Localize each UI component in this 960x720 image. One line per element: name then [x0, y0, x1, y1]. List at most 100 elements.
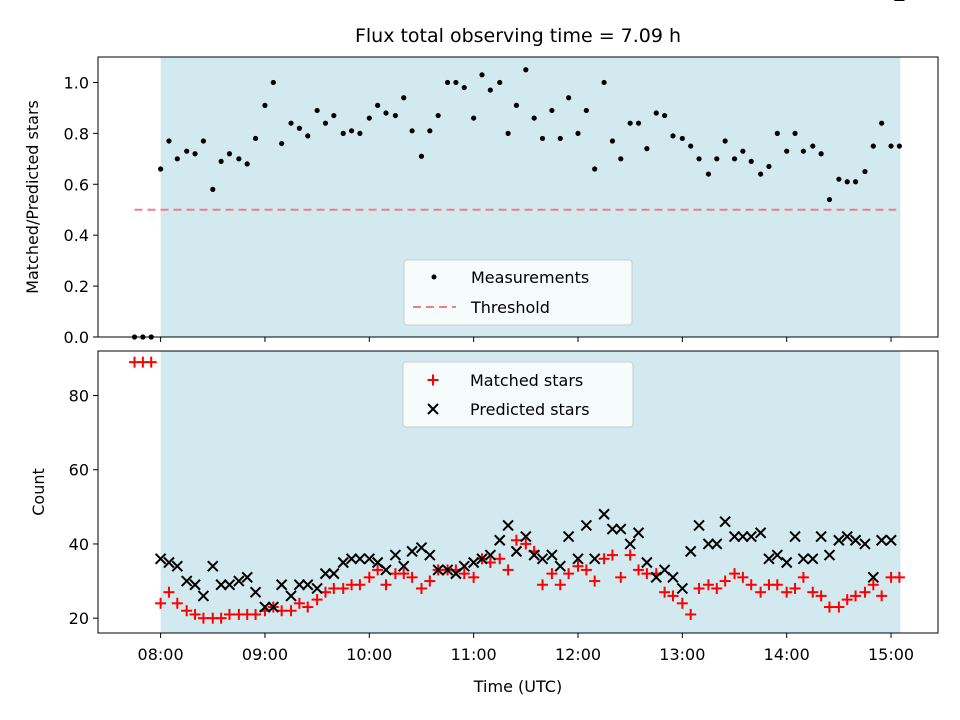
- measurement-point: [801, 149, 806, 154]
- measurement-point: [662, 113, 667, 118]
- x-tick-label: 08:00: [138, 645, 184, 664]
- measurement-point: [375, 103, 380, 108]
- measurement-point: [227, 151, 232, 156]
- measurement-point: [262, 103, 267, 108]
- ratio-y-tick-label: 0.6: [64, 175, 89, 194]
- measurement-point: [827, 197, 832, 202]
- ratio-y-tick-label: 0.0: [64, 328, 89, 347]
- measurement-point: [714, 156, 719, 161]
- ratio-y-tick-label: 0.8: [64, 124, 89, 143]
- measurement-point: [845, 179, 850, 184]
- measurement-point: [419, 154, 424, 159]
- measurement-point: [453, 80, 458, 85]
- measurement-point: [497, 80, 502, 85]
- measurement-point: [236, 156, 241, 161]
- measurement-point: [245, 161, 250, 166]
- counts-legend: Matched stars Predicted stars: [403, 362, 633, 427]
- measurement-point: [584, 108, 589, 113]
- x-tick-label: 12:00: [555, 645, 601, 664]
- measurement-point: [784, 149, 789, 154]
- measurement-point: [862, 169, 867, 174]
- measurement-point: [192, 151, 197, 156]
- x-axis-label: Time (UTC): [473, 677, 562, 696]
- measurement-point: [479, 72, 484, 77]
- measurement-point: [601, 80, 606, 85]
- measurement-point: [688, 143, 693, 148]
- legend-matched-label: Matched stars: [470, 371, 583, 390]
- measurement-point: [201, 138, 206, 143]
- measurement-point: [523, 67, 528, 72]
- measurement-point: [401, 95, 406, 100]
- measurement-point: [732, 156, 737, 161]
- measurement-point: [758, 171, 763, 176]
- ratio-legend: Measurements Threshold: [404, 260, 632, 325]
- measurement-point: [670, 133, 675, 138]
- measurement-point: [279, 141, 284, 146]
- measurement-point: [740, 149, 745, 154]
- measurement-point: [897, 143, 902, 148]
- measurement-point: [879, 121, 884, 126]
- measurement-point: [810, 143, 815, 148]
- ratio-y-tick-label: 1.0: [64, 73, 89, 92]
- counts-y-tick-label: 20: [69, 609, 89, 628]
- measurement-point: [427, 128, 432, 133]
- x-tick-label: 13:00: [659, 645, 705, 664]
- measurement-point: [644, 146, 649, 151]
- measurement-point: [514, 103, 519, 108]
- counts-y-tick-label: 80: [69, 387, 89, 406]
- measurement-point: [315, 108, 320, 113]
- measurement-point: [305, 133, 310, 138]
- measurement-point: [706, 171, 711, 176]
- legend-threshold-label: Threshold: [470, 298, 550, 317]
- measurement-point: [532, 115, 537, 120]
- measurement-point: [610, 138, 615, 143]
- measurement-point: [775, 131, 780, 136]
- measurement-point: [393, 113, 398, 118]
- measurement-point: [436, 113, 441, 118]
- measurement-point: [723, 138, 728, 143]
- measurement-point: [471, 115, 476, 120]
- measurement-point: [766, 164, 771, 169]
- measurement-point: [445, 80, 450, 85]
- x-tick-label: 11:00: [451, 645, 497, 664]
- x-tick-label: 09:00: [242, 645, 288, 664]
- measurement-point: [323, 121, 328, 126]
- ratio-y-tick-label: 0.2: [64, 277, 89, 296]
- measurement-point: [636, 121, 641, 126]
- measurement-point: [749, 159, 754, 164]
- measurement-point: [271, 80, 276, 85]
- measurement-point: [871, 143, 876, 148]
- counts-y-tick-label: 60: [69, 461, 89, 480]
- legend-measurements-label: Measurements: [471, 268, 589, 287]
- measurement-point: [618, 156, 623, 161]
- measurement-point: [654, 110, 659, 115]
- measurement-point: [367, 115, 372, 120]
- x-tick-label: 10:00: [346, 645, 392, 664]
- measurement-point: [357, 131, 362, 136]
- matched-star-point: [146, 357, 157, 368]
- measurement-point: [175, 156, 180, 161]
- measurement-point: [488, 87, 493, 92]
- measurement-point: [349, 128, 354, 133]
- chart-title: Flux total observing time = 7.09 h: [355, 25, 681, 47]
- ratio-panel: 0.00.20.40.60.81.0 Matched/Predicted sta…: [23, 57, 938, 347]
- measurement-point: [505, 131, 510, 136]
- measurement-point: [558, 136, 563, 141]
- measurement-point: [341, 131, 346, 136]
- measurement-point: [792, 131, 797, 136]
- measurement-point: [575, 131, 580, 136]
- measurement-point: [253, 136, 258, 141]
- measurement-point: [696, 156, 701, 161]
- measurement-point: [549, 108, 554, 113]
- measurement-point: [166, 138, 171, 143]
- measurement-point: [409, 128, 414, 133]
- measurement-point: [219, 159, 224, 164]
- legend-predicted-label: Predicted stars: [470, 400, 590, 419]
- counts-y-axis-label: Count: [29, 468, 48, 516]
- measurement-point: [819, 151, 824, 156]
- measurement-point: [680, 136, 685, 141]
- measurement-point: [383, 110, 388, 115]
- measurement-point: [210, 187, 215, 192]
- measurement-point: [836, 177, 841, 182]
